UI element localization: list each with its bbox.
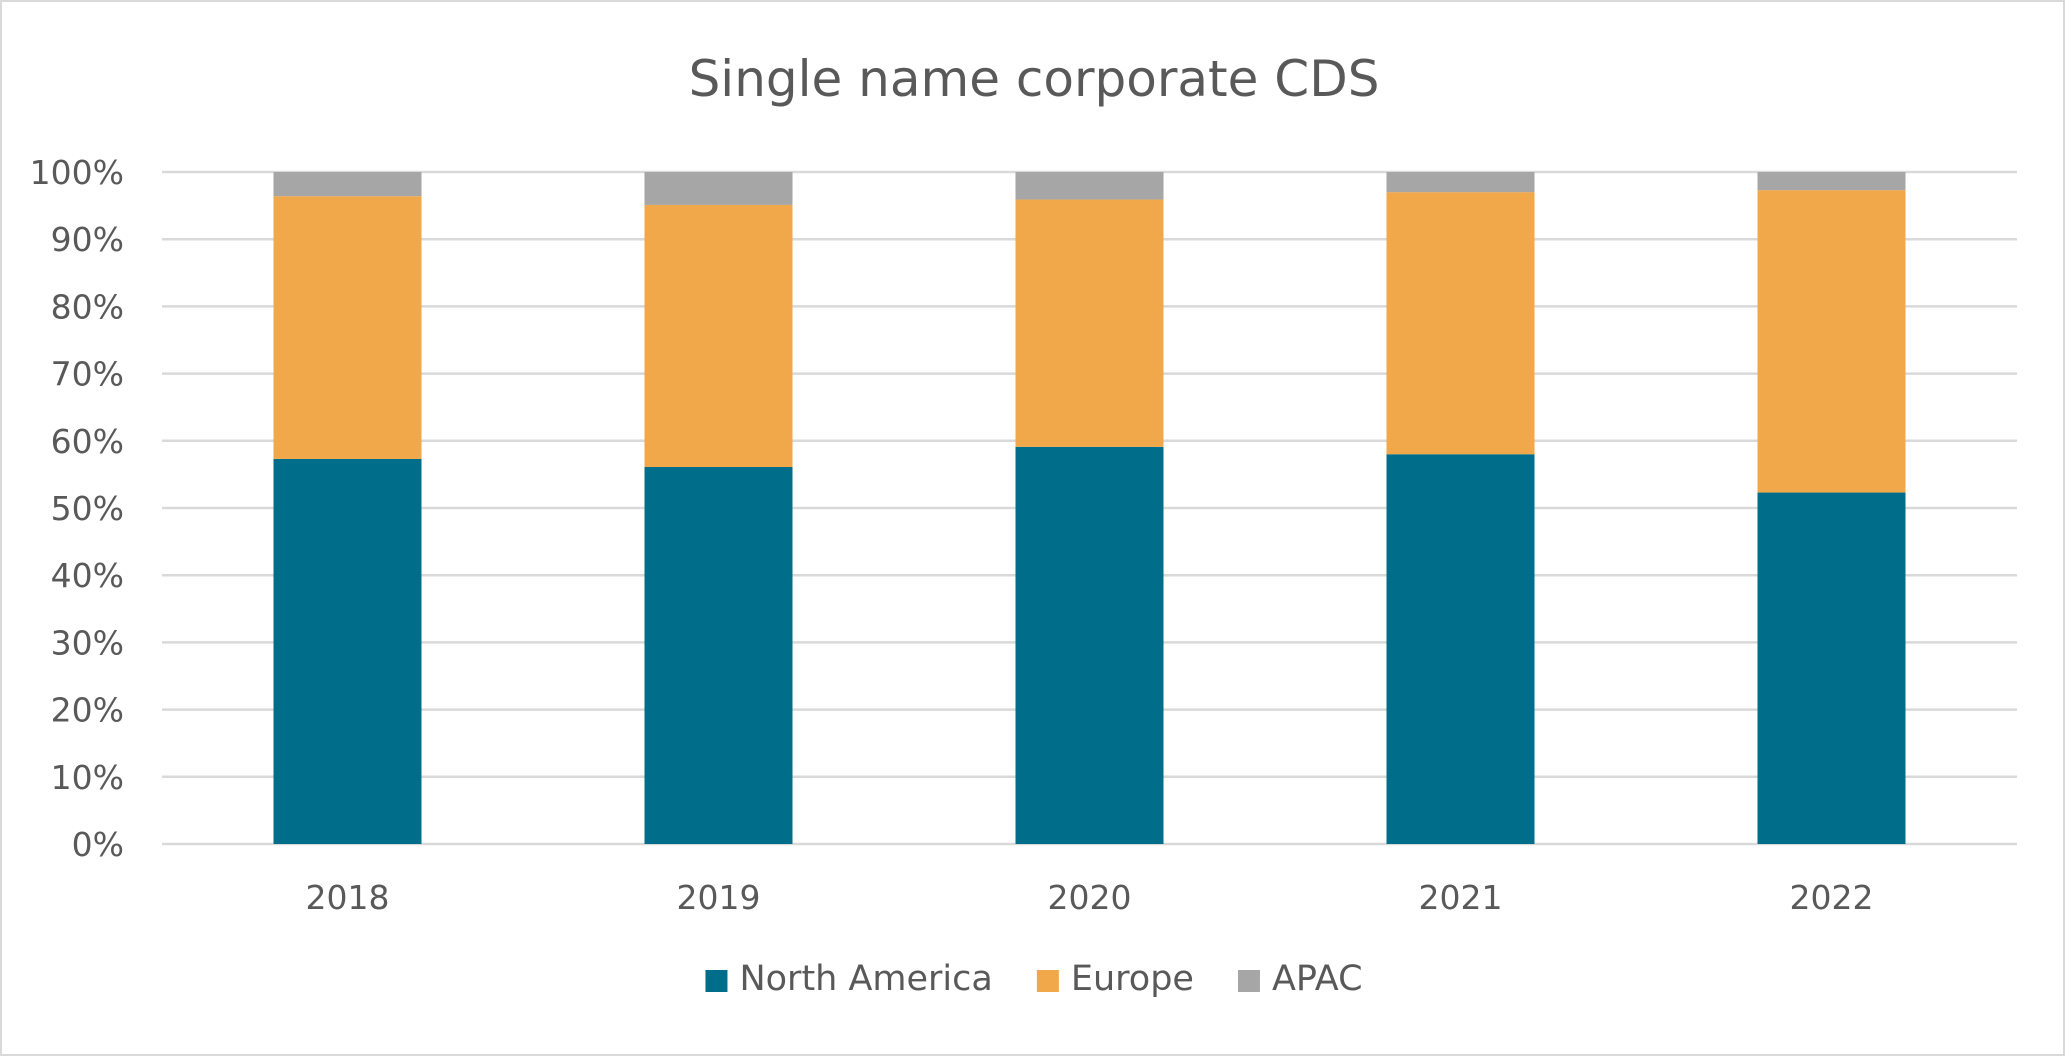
bar-segment-apac-2021 [1386,172,1535,193]
x-tick-label: 2019 [677,878,761,917]
bar-segment-europe-2019 [644,204,793,468]
bar-segment-apac-2022 [1757,172,1906,191]
y-tick-label: 20% [51,691,124,730]
y-tick-label: 100% [30,153,124,192]
legend: North America Europe APAC [705,959,1363,999]
bar-segment-europe-2021 [1386,192,1535,455]
bars [273,172,1906,844]
bar-segment-north-america-2020 [1015,446,1164,844]
y-axis-tick-labels: 0% 10% 20% 30% 40% 50% 60% 70% 80% 90% 100% [30,153,124,864]
y-tick-label: 80% [51,287,124,326]
bar-segment-north-america-2021 [1386,454,1535,844]
y-tick-label: 0% [72,825,124,864]
y-tick-label: 50% [51,489,124,528]
x-tick-label: 2022 [1790,878,1874,917]
bar-segment-europe-2018 [273,196,422,459]
legend-swatch-north-america [705,970,728,992]
y-tick-label: 10% [51,758,124,797]
y-tick-label: 90% [51,220,124,259]
bar-segment-north-america-2019 [644,467,793,844]
legend-label-north-america: North America [739,959,992,999]
y-tick-label: 60% [51,422,124,461]
bar-segment-europe-2022 [1757,190,1906,493]
x-tick-label: 2018 [306,878,390,917]
legend-swatch-europe [1036,970,1059,992]
bar-segment-north-america-2018 [273,458,422,844]
x-axis-tick-labels: 2018 2019 2020 2021 2022 [306,878,1874,917]
legend-swatch-apac [1237,970,1260,992]
y-tick-label: 40% [51,556,124,595]
bar-segment-apac-2018 [273,172,422,197]
bar-segment-apac-2020 [1015,172,1164,200]
chart-title: Single name corporate CDS [689,50,1380,108]
y-tick-label: 70% [51,355,124,394]
x-tick-label: 2021 [1419,878,1503,917]
y-tick-label: 30% [51,623,124,662]
bar-segment-apac-2019 [644,172,793,205]
legend-label-europe: Europe [1071,959,1194,999]
legend-label-apac: APAC [1272,959,1363,999]
bar-segment-europe-2020 [1015,199,1164,447]
bar-segment-north-america-2022 [1757,492,1906,844]
x-tick-label: 2020 [1048,878,1132,917]
